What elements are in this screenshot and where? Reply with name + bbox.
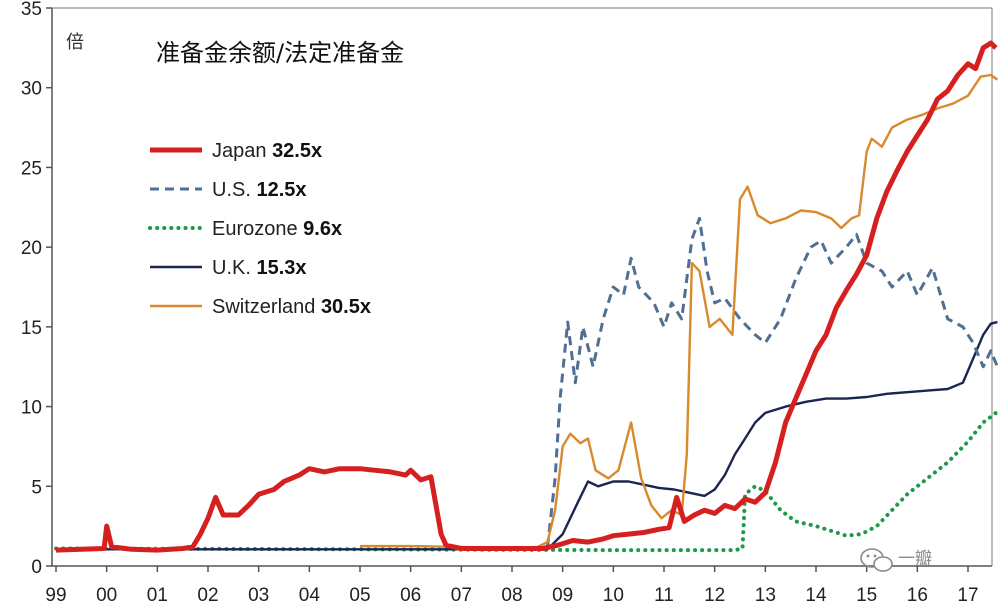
y-tick-label: 30 <box>21 79 42 100</box>
x-tick-label: 09 <box>552 585 573 606</box>
legend-label: U.K. 15.3x <box>212 257 307 279</box>
legend: Japan 32.5x U.S. 12.5x Eurozone 9.6x U.K. 1… <box>148 140 371 318</box>
y-tick-label: 10 <box>21 398 42 419</box>
legend-series-name: Switzerland <box>212 296 321 318</box>
y-tick-label: 25 <box>21 158 42 179</box>
x-tick-label: 00 <box>96 585 117 606</box>
y-tick-label: 15 <box>21 318 42 339</box>
y-tick-label: 0 <box>31 557 42 578</box>
x-tick-label: 17 <box>957 585 978 606</box>
x-axis-ticks: 99 00 01 02 03 04 05 06 07 08 09 10 11 12 13 14 15 16 17 <box>45 566 979 606</box>
x-tick-label: 05 <box>349 585 370 606</box>
x-tick-label: 08 <box>501 585 522 606</box>
legend-label: Switzerland 30.5x <box>212 296 371 318</box>
watermark: 一瓣 <box>860 548 932 572</box>
y-axis-ticks: 0 5 10 15 20 25 30 35 <box>21 0 52 578</box>
x-tick-label: 13 <box>755 585 776 606</box>
series-line-switzerland <box>360 73 998 549</box>
x-tick-label: 11 <box>654 585 674 606</box>
x-tick-label: 99 <box>45 585 66 606</box>
y-tick-label: 5 <box>31 477 42 498</box>
legend-item: U.S. 12.5x <box>150 179 307 201</box>
legend-multiple: 12.5x <box>256 179 306 201</box>
legend-series-name: Eurozone <box>212 218 303 240</box>
legend-item: Japan 32.5x <box>150 140 322 162</box>
series-line-eurozone <box>54 410 998 553</box>
series-line-u-k <box>56 320 998 551</box>
legend-multiple: 30.5x <box>321 296 371 318</box>
chart-title: 准备金余额/法定准备金 <box>156 39 404 67</box>
legend-label: U.S. 12.5x <box>212 179 307 201</box>
x-tick-label: 01 <box>147 585 168 606</box>
legend-series-name: U.K. <box>212 257 256 279</box>
x-tick-label: 07 <box>451 585 472 606</box>
legend-multiple: 9.6x <box>303 218 342 240</box>
legend-item: Eurozone 9.6x <box>148 218 342 240</box>
y-tick-label: 35 <box>21 0 42 20</box>
x-tick-label: 04 <box>299 585 321 606</box>
legend-series-name: Japan <box>212 140 272 162</box>
legend-label: Eurozone 9.6x <box>212 218 342 240</box>
wechat-icon <box>860 548 893 572</box>
x-tick-label: 12 <box>704 585 725 606</box>
x-tick-label: 02 <box>197 585 218 606</box>
x-tick-label: 14 <box>805 585 827 606</box>
legend-series-name: U.S. <box>212 179 256 201</box>
legend-label: Japan 32.5x <box>212 140 322 162</box>
series-line-japan <box>55 40 998 553</box>
x-tick-label: 16 <box>907 585 928 606</box>
x-tick-label: 06 <box>400 585 421 606</box>
x-tick-label: 03 <box>248 585 269 606</box>
x-tick-label: 10 <box>603 585 624 606</box>
series-layer <box>54 40 998 553</box>
legend-item: Switzerland 30.5x <box>150 296 371 318</box>
legend-multiple: 32.5x <box>272 140 322 162</box>
x-tick-label: 15 <box>856 585 877 606</box>
legend-item: U.K. 15.3x <box>150 257 307 279</box>
legend-multiple: 15.3x <box>256 257 306 279</box>
unit-label: 倍 <box>66 32 84 53</box>
y-tick-label: 20 <box>21 238 42 259</box>
watermark-text: 一瓣 <box>898 549 932 569</box>
